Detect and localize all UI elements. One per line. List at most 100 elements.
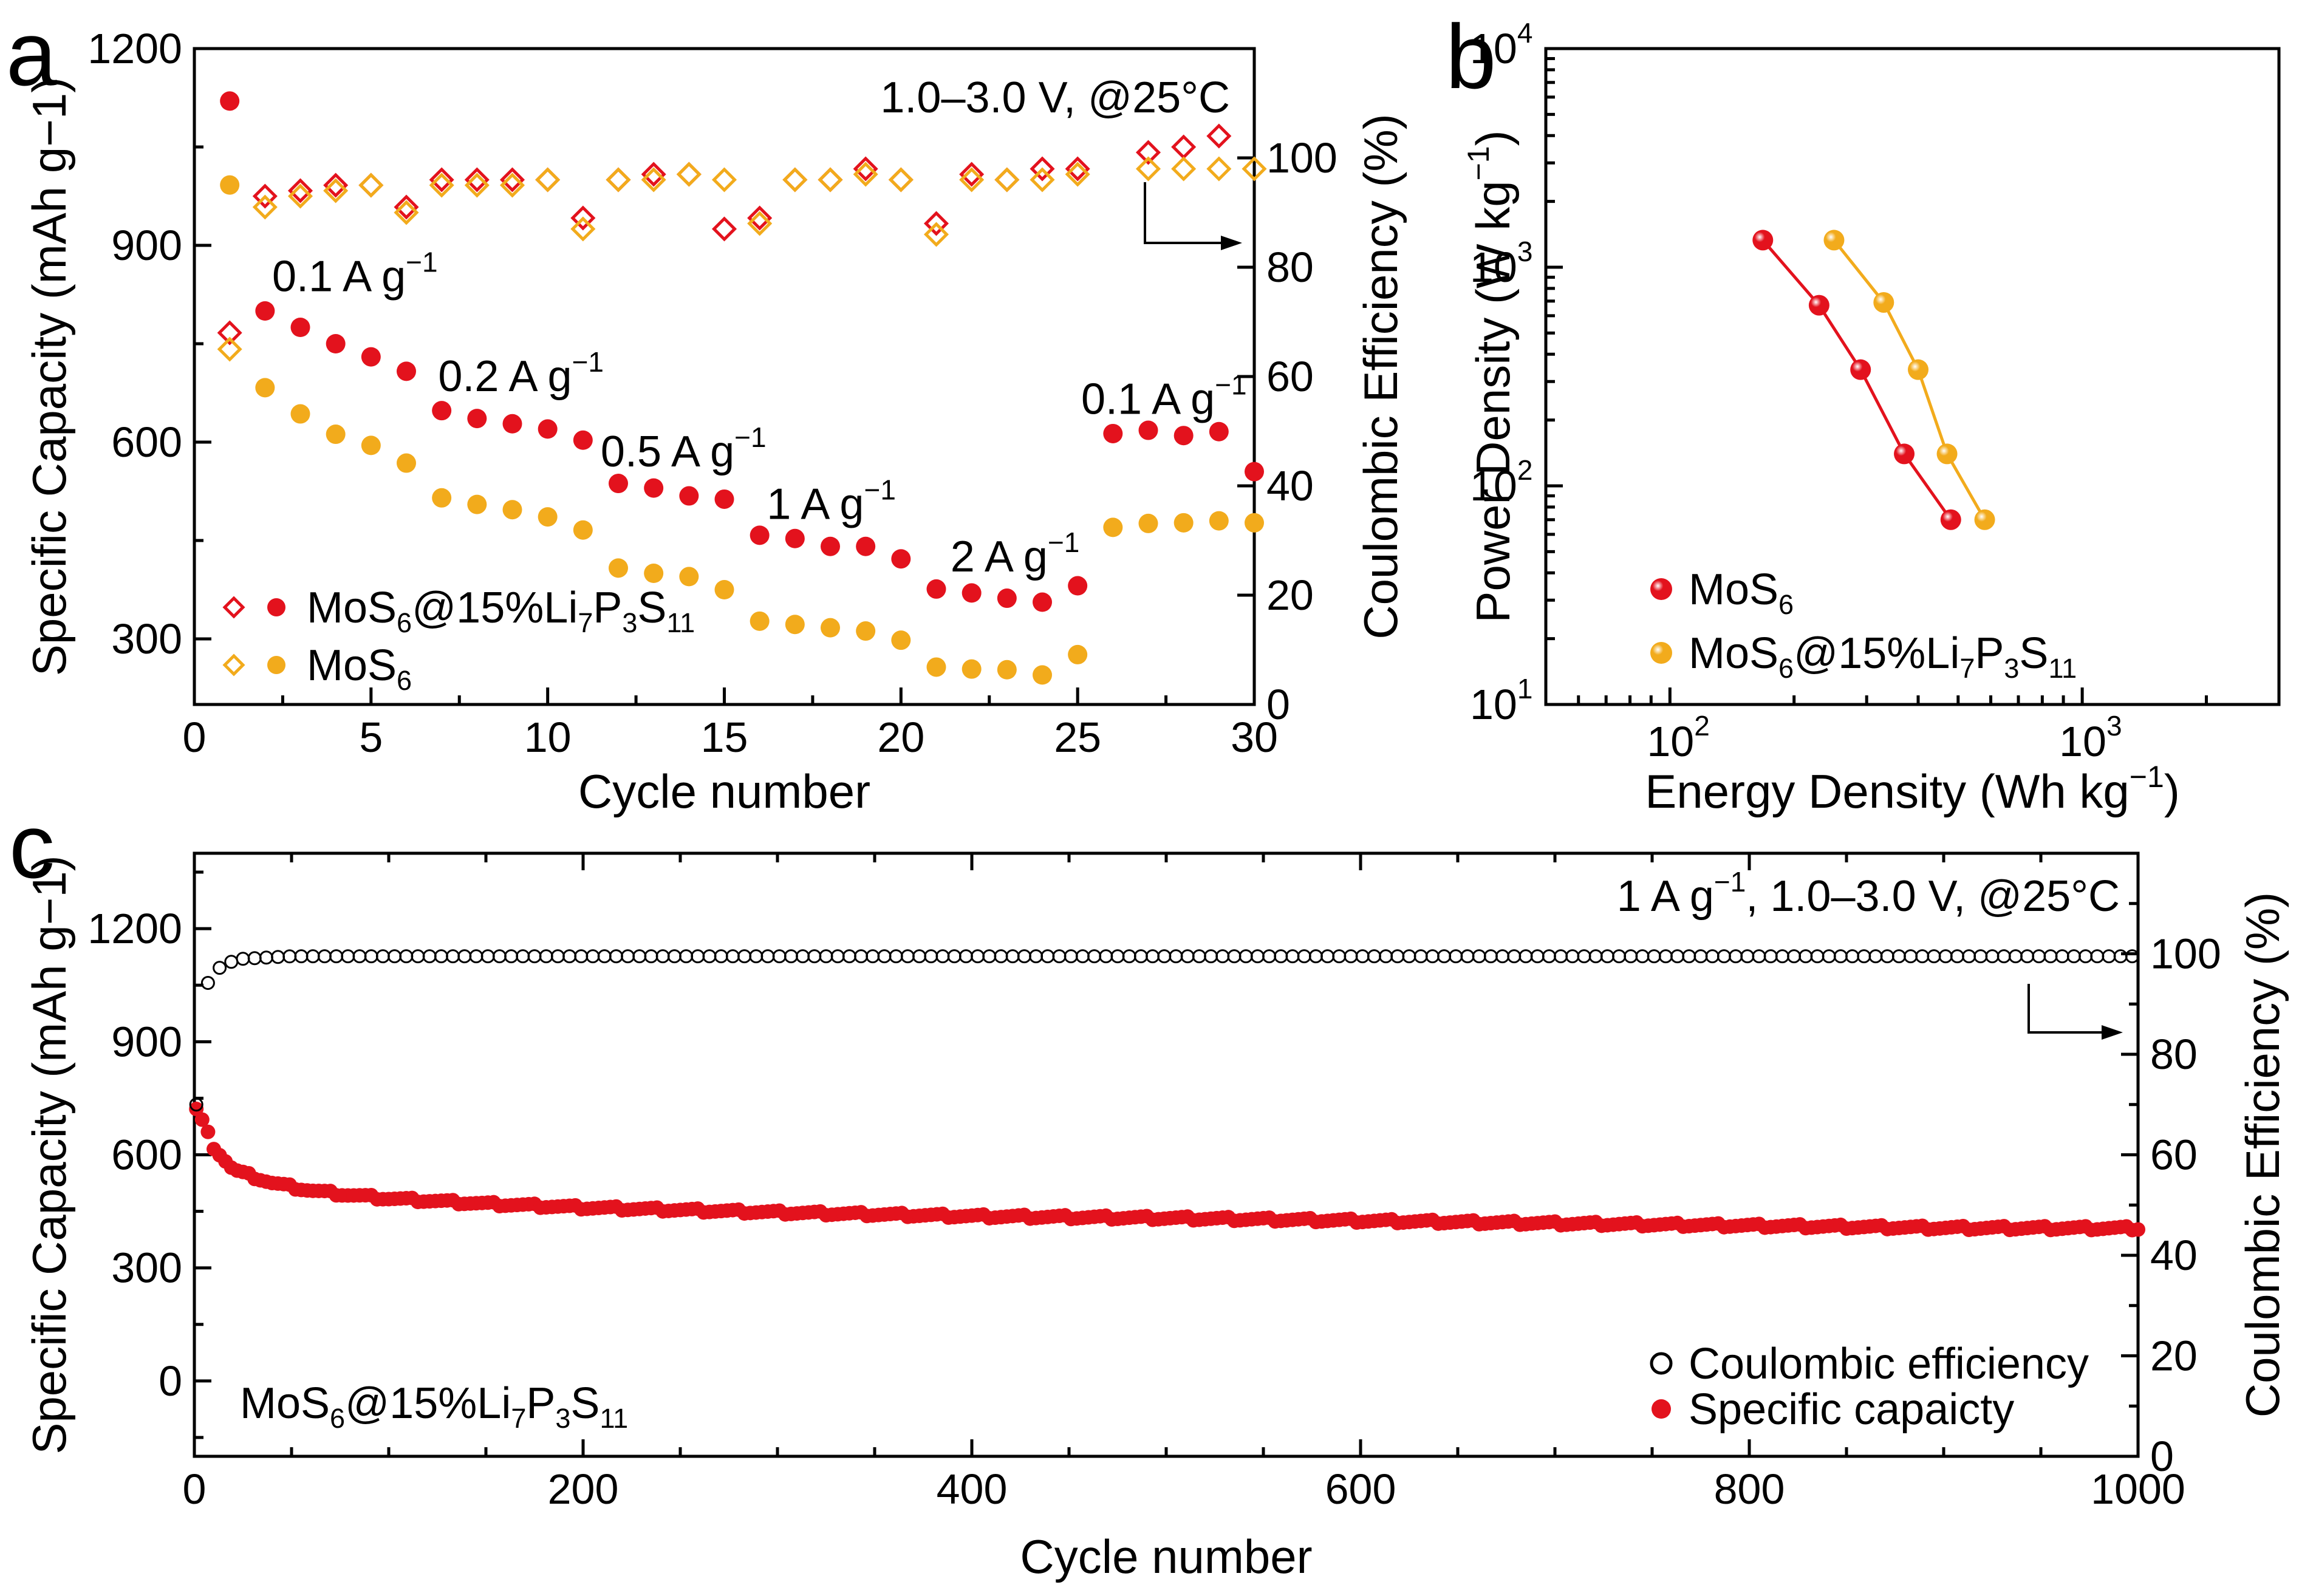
ce-point-c: [2055, 949, 2069, 964]
rate-label-a: 1 A g−1: [767, 474, 896, 528]
ce-point-c: [1308, 949, 1323, 964]
ce-point-a: [358, 172, 384, 198]
ce-point-c: [1367, 949, 1381, 964]
ce-point-c: [1332, 949, 1347, 964]
legend-filled-circle-c: [1652, 1399, 1671, 1419]
ce-point-c: [1052, 949, 1067, 964]
ce-point-c: [539, 949, 553, 964]
ce-point-c: [772, 949, 787, 964]
y2-tick-label-c: 0: [2150, 1433, 2174, 1480]
power-energy-point-b: [1752, 230, 1774, 251]
legend-circle-b: [1650, 578, 1672, 600]
ce-point-a: [888, 167, 914, 193]
ce-point-a: [429, 172, 454, 198]
ce-point-a: [217, 336, 242, 362]
ce-point-c: [1635, 949, 1650, 964]
ce-point-c: [388, 949, 402, 964]
ce-point-c: [516, 949, 530, 964]
capacity-point-a: [220, 175, 240, 195]
sample-label-c: MoS6@15%Li7P3S11: [240, 1379, 628, 1434]
ce-point-c: [1274, 949, 1288, 964]
ce-point-a: [994, 167, 1020, 193]
capacity-point-a: [962, 583, 982, 603]
ce-point-c: [1857, 949, 1871, 964]
panel-a-chart: 0 5 10 15 20 25 30 300 600 900 1200 0 20 40 60 80 100 Cyc…: [22, 25, 1407, 818]
rate-label-a: 0.1 A g−1: [1081, 369, 1247, 424]
y2-tick-label-a: 0: [1266, 681, 1290, 728]
x-tick-label-c: 600: [1325, 1465, 1396, 1513]
ce-point-c: [1822, 949, 1836, 964]
ce-point-c: [1612, 949, 1627, 964]
ce-point-c: [550, 949, 565, 964]
ce-point-c: [1005, 949, 1020, 964]
ce-point-c: [189, 1097, 203, 1112]
capacity-point-a: [821, 536, 840, 556]
y2-tick-label-c: 100: [2150, 930, 2221, 978]
ce-point-a: [1065, 162, 1090, 187]
ce-point-c: [1122, 949, 1136, 964]
ce-point-c: [282, 949, 297, 964]
ce-point-c: [1658, 949, 1673, 964]
power-energy-point-b: [1823, 230, 1845, 251]
ce-point-a: [1171, 156, 1197, 182]
ce-point-c: [749, 949, 763, 964]
ce-point-c: [1320, 949, 1335, 964]
ce-point-c: [1402, 949, 1416, 964]
ce-point-c: [411, 949, 425, 964]
power-energy-point-b: [1894, 443, 1915, 465]
ce-point-c: [1227, 949, 1242, 964]
ce-point-a: [1171, 134, 1197, 160]
ce-point-c: [574, 949, 589, 964]
x-tick-label-b: 103: [2059, 710, 2122, 765]
capacity-point-a: [856, 536, 876, 556]
capacity-point-a: [538, 507, 558, 527]
ce-point-a: [535, 167, 561, 193]
capacity-point-a: [1209, 511, 1229, 531]
ce-point-c: [1927, 949, 1941, 964]
ce-point-c: [224, 955, 239, 969]
y2-tick-label-c: 80: [2150, 1031, 2198, 1078]
ce-point-c: [1891, 949, 1906, 964]
ce-point-a: [782, 167, 808, 193]
power-energy-point-b: [1940, 509, 1961, 530]
capacity-point-a: [1068, 576, 1088, 596]
y-tick-label-c: 900: [111, 1018, 182, 1065]
legend-label-a: MoS6@15%Li7P3S11: [307, 584, 695, 638]
panel-label-c: c: [9, 795, 55, 897]
ce-point-c: [2032, 949, 2046, 964]
ce-point-a: [287, 178, 313, 203]
x-axis-label-a: Cycle number: [578, 765, 870, 818]
ce-point-c: [1146, 949, 1160, 964]
y-axis-label-c: Specific Capacity (mAh g−1): [22, 855, 76, 1454]
ce-point-a: [499, 172, 525, 198]
ce-point-c: [1670, 949, 1685, 964]
ce-point-c: [994, 949, 1008, 964]
ce-point-c: [247, 951, 262, 966]
ce-point-a: [606, 167, 631, 193]
capacity-point-a: [290, 318, 310, 337]
ce-point-c: [1192, 949, 1206, 964]
ce-point-a: [711, 167, 737, 193]
x-tick-label-a: 10: [524, 714, 572, 761]
capacity-point-a: [750, 525, 770, 545]
x-tick-label-c: 200: [548, 1465, 619, 1513]
capacity-point-a: [891, 630, 911, 650]
ce-point-c: [1110, 949, 1125, 964]
capacity-point-a: [255, 301, 275, 321]
ce-point-a: [818, 167, 843, 193]
ce-point-c: [1740, 949, 1755, 964]
ce-point-c: [842, 949, 856, 964]
ce-point-a: [394, 200, 419, 225]
capacity-point-a: [644, 478, 664, 498]
capacity-point-a: [1245, 513, 1264, 533]
legend-circle-a: [267, 598, 285, 616]
ce-point-c: [527, 949, 542, 964]
ce-point-c: [1075, 949, 1090, 964]
ce-point-a: [287, 183, 313, 209]
ce-point-c: [912, 949, 927, 964]
capacity-point-a: [502, 500, 522, 520]
ce-point-a: [923, 211, 949, 236]
ce-point-c: [854, 949, 869, 964]
capacity-point-a: [397, 361, 416, 381]
ce-point-a: [394, 194, 419, 220]
